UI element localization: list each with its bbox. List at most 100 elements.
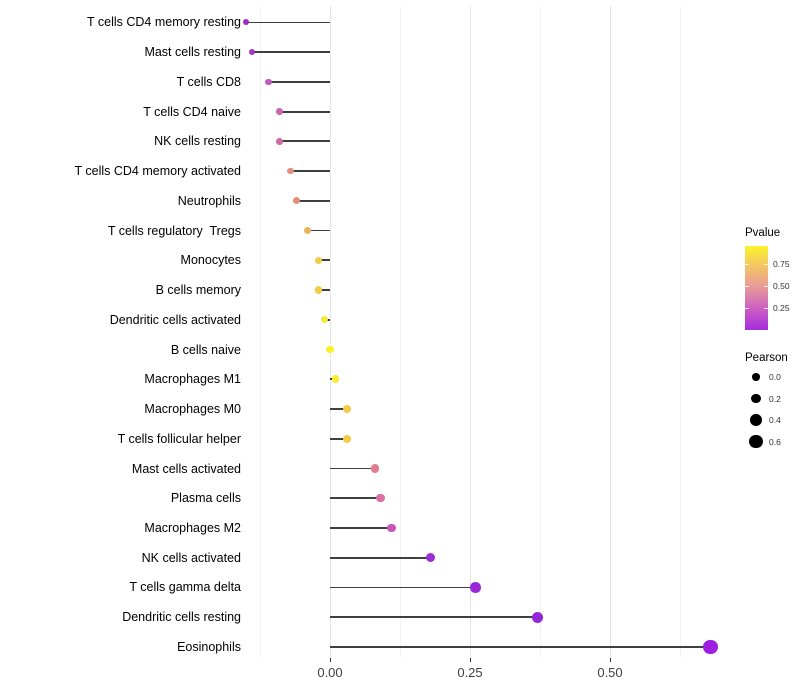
pvalue-tick-label: 0.25	[773, 302, 790, 313]
x-tick-label: 0.50	[597, 665, 623, 680]
lollipop-dot	[387, 523, 396, 533]
pvalue-tick-label: 0.75	[773, 258, 790, 269]
lollipop-stem	[330, 556, 431, 559]
gridline-minor	[400, 6, 401, 658]
lollipop-stem	[290, 170, 330, 172]
y-axis-label: NK cells activated	[141, 550, 241, 565]
gridline-minor	[260, 6, 261, 658]
pearson-size-label: 0.0	[769, 372, 781, 382]
lollipop-stem	[246, 21, 330, 24]
lollipop-stem	[279, 140, 330, 143]
x-tick-label: 0.00	[317, 665, 343, 680]
gridline-minor	[540, 6, 541, 658]
lollipop-stem	[268, 80, 330, 83]
lollipop-dot	[470, 582, 481, 593]
lollipop-stem	[330, 497, 381, 500]
lollipop-dot	[342, 434, 351, 443]
lollipop-stem	[251, 51, 330, 54]
lollipop-stem	[279, 110, 330, 113]
gridline-major	[330, 6, 331, 658]
y-axis-label: T cells follicular helper	[117, 431, 241, 446]
lollipop-dot	[320, 316, 329, 324]
y-axis-label: T cells regulatory Tregs	[107, 223, 241, 238]
lollipop-dot	[531, 611, 543, 623]
y-axis-label: Dendritic cells resting	[122, 610, 241, 625]
pearson-legend-title: Pearson	[745, 352, 788, 364]
y-axis-label: Macrophages M2	[144, 520, 241, 535]
x-tick-mark	[470, 658, 471, 662]
pearson-size-dot	[750, 414, 762, 426]
pearson-size-label: 0.4	[769, 415, 781, 425]
y-axis-label: Dendritic cells activated	[109, 312, 241, 327]
y-axis-label: Eosinophils	[177, 639, 241, 654]
y-axis-label: T cells CD4 memory activated	[74, 164, 242, 179]
gridline-major	[610, 6, 611, 658]
pvalue-colorbar-tick-mark	[745, 285, 749, 287]
y-axis-label: T cells CD4 memory resting	[87, 15, 241, 30]
lollipop-stem	[330, 646, 711, 648]
lollipop-dot	[243, 19, 249, 26]
x-tick-label: 0.25	[457, 665, 483, 680]
lollipop-stem	[318, 259, 330, 262]
lollipop-dot	[276, 108, 283, 115]
lollipop-dot	[304, 227, 312, 235]
y-axis-label: T cells gamma delta	[129, 580, 241, 595]
lollipop-stem	[318, 289, 330, 291]
pvalue-legend-title: Pvalue	[745, 227, 781, 239]
lollipop-dot	[703, 639, 719, 655]
gridline-minor	[680, 6, 681, 658]
y-axis-label: NK cells resting	[154, 134, 241, 149]
lollipop-stem	[330, 527, 392, 529]
pearson-size-dot	[749, 434, 763, 449]
y-axis-label: B cells memory	[155, 283, 241, 298]
x-axis: 0.00 0.25 0.50	[246, 658, 728, 688]
pvalue-colorbar-tick-mark	[745, 307, 749, 309]
y-axis-label: T cells CD8	[176, 74, 241, 89]
pearson-size-dot	[752, 373, 760, 381]
plot-panel	[243, 6, 728, 658]
pvalue-colorbar-tick-mark	[764, 263, 768, 265]
pearson-size-label: 0.6	[769, 436, 781, 447]
pvalue-tick-label: 0.50	[773, 280, 790, 291]
lollipop-dot	[265, 78, 272, 86]
gridline-major	[470, 6, 471, 658]
lollipop-stem	[307, 229, 330, 232]
lollipop-stem	[330, 408, 347, 410]
lollipop-dot	[292, 197, 300, 205]
lollipop-dot	[326, 345, 334, 354]
x-tick-mark	[610, 658, 611, 662]
lollipop-dot	[426, 553, 436, 563]
lollipop-stem	[296, 199, 330, 202]
lollipop-dot	[315, 256, 323, 264]
lollipop-dot	[342, 405, 351, 413]
pvalue-colorbar-tick-mark	[745, 263, 749, 265]
pvalue-colorbar-tick-mark	[764, 285, 768, 287]
lollipop-dot	[370, 464, 379, 473]
lollipop-dot	[287, 167, 295, 175]
lollipop-stem	[330, 616, 538, 619]
pvalue-colorbar-tick-mark	[764, 307, 768, 309]
lollipop-dot	[331, 375, 340, 384]
y-axis-label: B cells naive	[170, 342, 241, 357]
lollipop-dot	[376, 494, 385, 503]
y-axis-label: Plasma cells	[170, 491, 241, 506]
lollipop-dot	[276, 138, 283, 145]
y-axis-label: Macrophages M1	[144, 372, 241, 387]
y-axis-label: Mast cells activated	[131, 461, 241, 476]
y-axis-label: Macrophages M0	[144, 402, 241, 417]
y-axis-label: Monocytes	[180, 253, 241, 268]
y-axis-labels: T cells CD4 memory resting Mast cells res…	[0, 0, 242, 700]
y-axis-label: Neutrophils	[177, 193, 241, 208]
lollipop-stem	[330, 586, 476, 589]
pearson-size-dot	[751, 393, 761, 404]
pearson-size-label: 0.2	[769, 393, 781, 404]
lollipop-stem	[330, 437, 347, 440]
y-axis-label: T cells CD4 naive	[143, 104, 241, 119]
y-axis-label: Mast cells resting	[144, 45, 241, 60]
lollipop-dot	[248, 49, 255, 56]
lollipop-dot	[315, 286, 323, 294]
x-tick-mark	[330, 658, 331, 662]
pvalue-colorbar	[745, 246, 768, 330]
lollipop-stem	[330, 467, 375, 470]
